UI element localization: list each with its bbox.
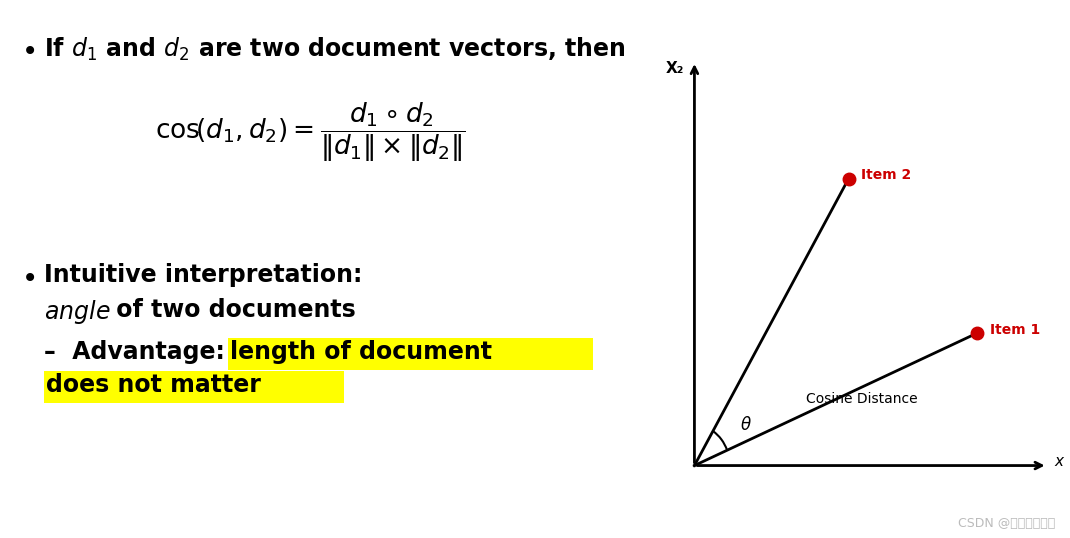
Bar [44, 371, 343, 403]
Text: •: • [22, 265, 39, 293]
Text: θ: θ [740, 416, 751, 434]
Text: Cosine Distance: Cosine Distance [806, 392, 917, 406]
Text: If $\mathit{d}_1$ and $\mathit{d}_2$ are two document vectors, then: If $\mathit{d}_1$ and $\mathit{d}_2$ are… [44, 36, 626, 63]
Text: –  Advantage:: – Advantage: [44, 340, 233, 364]
Text: of two documents: of two documents [108, 298, 355, 322]
Text: CSDN @大白要努力啊: CSDN @大白要努力啊 [958, 517, 1055, 530]
Text: Item 1: Item 1 [990, 322, 1040, 337]
Text: x: x [1054, 455, 1063, 469]
Text: length of document: length of document [230, 340, 492, 364]
Text: $\mathrm{cos}\!\left(d_1,d_2\right)=\dfrac{d_1\circ d_2}{\|d_1\|\times\|d_2\|}$: $\mathrm{cos}\!\left(d_1,d_2\right)=\dfr… [155, 100, 465, 164]
Text: Item 2: Item 2 [861, 168, 912, 182]
Text: X₂: X₂ [666, 61, 685, 76]
Text: does not matter: does not matter [46, 373, 261, 397]
Text: Intuitive interpretation:: Intuitive interpretation: [44, 263, 363, 287]
Text: •: • [22, 38, 39, 66]
Text: $\mathit{angle}$: $\mathit{angle}$ [44, 298, 110, 326]
Bar [228, 338, 593, 370]
